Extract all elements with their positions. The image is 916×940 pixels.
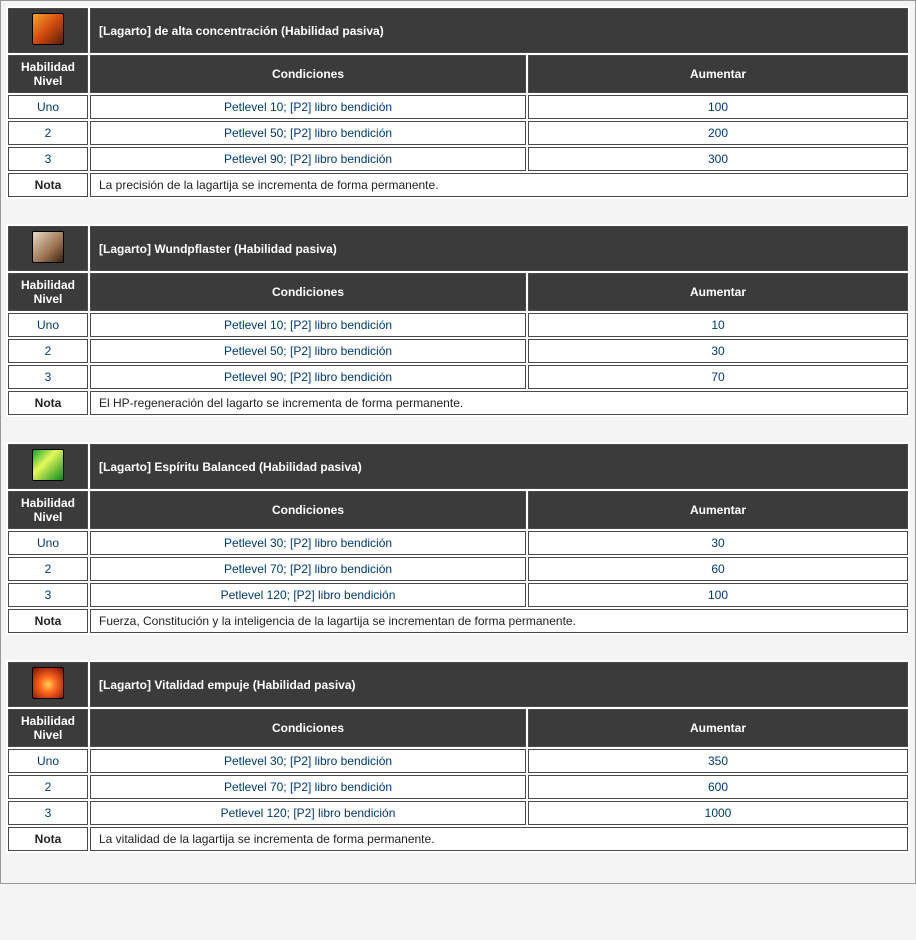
header-conditions: Condiciones <box>90 491 526 529</box>
skill-icon <box>32 449 64 481</box>
skill-icon-cell <box>8 226 88 271</box>
cell-level: 3 <box>8 147 88 171</box>
cell-increase: 60 <box>528 557 908 581</box>
cell-increase: 70 <box>528 365 908 389</box>
note-text: Fuerza, Constitución y la inteligencia d… <box>90 609 908 633</box>
table-row: 3Petlevel 90; [P2] libro bendición70 <box>8 365 908 389</box>
skill-icon-cell <box>8 8 88 53</box>
cell-increase: 600 <box>528 775 908 799</box>
skill-icon <box>32 667 64 699</box>
cell-increase: 10 <box>528 313 908 337</box>
table-row: 3Petlevel 120; [P2] libro bendición1000 <box>8 801 908 825</box>
note-label: Nota <box>8 173 88 197</box>
cell-level: 3 <box>8 801 88 825</box>
cell-conditions: Petlevel 30; [P2] libro bendición <box>90 531 526 555</box>
cell-level: Uno <box>8 531 88 555</box>
note-label: Nota <box>8 827 88 851</box>
cell-conditions: Petlevel 90; [P2] libro bendición <box>90 365 526 389</box>
cell-conditions: Petlevel 50; [P2] libro bendición <box>90 121 526 145</box>
table-row: 2Petlevel 70; [P2] libro bendición60 <box>8 557 908 581</box>
header-conditions: Condiciones <box>90 55 526 93</box>
header-level: HabilidadNivel <box>8 273 88 311</box>
cell-increase: 200 <box>528 121 908 145</box>
cell-level: Uno <box>8 313 88 337</box>
cell-level: Uno <box>8 749 88 773</box>
skill-icon-cell <box>8 662 88 707</box>
header-increase: Aumentar <box>528 273 908 311</box>
header-conditions: Condiciones <box>90 273 526 311</box>
cell-level: 3 <box>8 583 88 607</box>
skill-table: [Lagarto] de alta concentración (Habilid… <box>6 6 910 199</box>
skill-title: [Lagarto] de alta concentración (Habilid… <box>90 8 908 53</box>
skill-table: [Lagarto] Wundpflaster (Habilidad pasiva… <box>6 224 910 417</box>
skill-icon <box>32 231 64 263</box>
skill-icon-cell <box>8 444 88 489</box>
cell-increase: 300 <box>528 147 908 171</box>
table-row: UnoPetlevel 10; [P2] libro bendición10 <box>8 313 908 337</box>
cell-level: Uno <box>8 95 88 119</box>
cell-increase: 100 <box>528 95 908 119</box>
cell-level: 2 <box>8 775 88 799</box>
cell-level: 3 <box>8 365 88 389</box>
cell-level: 2 <box>8 121 88 145</box>
cell-conditions: Petlevel 10; [P2] libro bendición <box>90 313 526 337</box>
cell-level: 2 <box>8 557 88 581</box>
cell-conditions: Petlevel 70; [P2] libro bendición <box>90 557 526 581</box>
note-label: Nota <box>8 609 88 633</box>
note-label: Nota <box>8 391 88 415</box>
table-row: 2Petlevel 50; [P2] libro bendición30 <box>8 339 908 363</box>
skill-title: [Lagarto] Vitalidad empuje (Habilidad pa… <box>90 662 908 707</box>
cell-conditions: Petlevel 50; [P2] libro bendición <box>90 339 526 363</box>
note-text: La precisión de la lagartija se incremen… <box>90 173 908 197</box>
skills-container: [Lagarto] de alta concentración (Habilid… <box>6 6 910 853</box>
table-row: 2Petlevel 70; [P2] libro bendición600 <box>8 775 908 799</box>
note-text: La vitalidad de la lagartija se incremen… <box>90 827 908 851</box>
skill-title: [Lagarto] Wundpflaster (Habilidad pasiva… <box>90 226 908 271</box>
table-row: UnoPetlevel 30; [P2] libro bendición350 <box>8 749 908 773</box>
table-row: 3Petlevel 120; [P2] libro bendición100 <box>8 583 908 607</box>
skill-table: [Lagarto] Vitalidad empuje (Habilidad pa… <box>6 660 910 853</box>
header-level: HabilidadNivel <box>8 55 88 93</box>
cell-conditions: Petlevel 90; [P2] libro bendición <box>90 147 526 171</box>
table-row: UnoPetlevel 10; [P2] libro bendición100 <box>8 95 908 119</box>
header-conditions: Condiciones <box>90 709 526 747</box>
cell-increase: 1000 <box>528 801 908 825</box>
header-increase: Aumentar <box>528 709 908 747</box>
header-increase: Aumentar <box>528 55 908 93</box>
cell-conditions: Petlevel 30; [P2] libro bendición <box>90 749 526 773</box>
header-level: HabilidadNivel <box>8 709 88 747</box>
header-increase: Aumentar <box>528 491 908 529</box>
skill-table: [Lagarto] Espíritu Balanced (Habilidad p… <box>6 442 910 635</box>
cell-increase: 30 <box>528 339 908 363</box>
skill-title: [Lagarto] Espíritu Balanced (Habilidad p… <box>90 444 908 489</box>
table-row: 2Petlevel 50; [P2] libro bendición200 <box>8 121 908 145</box>
table-row: UnoPetlevel 30; [P2] libro bendición30 <box>8 531 908 555</box>
cell-conditions: Petlevel 10; [P2] libro bendición <box>90 95 526 119</box>
cell-increase: 30 <box>528 531 908 555</box>
table-row: 3Petlevel 90; [P2] libro bendición300 <box>8 147 908 171</box>
skill-icon <box>32 13 64 45</box>
cell-conditions: Petlevel 120; [P2] libro bendición <box>90 583 526 607</box>
note-text: El HP-regeneración del lagarto se increm… <box>90 391 908 415</box>
cell-increase: 100 <box>528 583 908 607</box>
cell-level: 2 <box>8 339 88 363</box>
cell-conditions: Petlevel 120; [P2] libro bendición <box>90 801 526 825</box>
cell-conditions: Petlevel 70; [P2] libro bendición <box>90 775 526 799</box>
cell-increase: 350 <box>528 749 908 773</box>
header-level: HabilidadNivel <box>8 491 88 529</box>
